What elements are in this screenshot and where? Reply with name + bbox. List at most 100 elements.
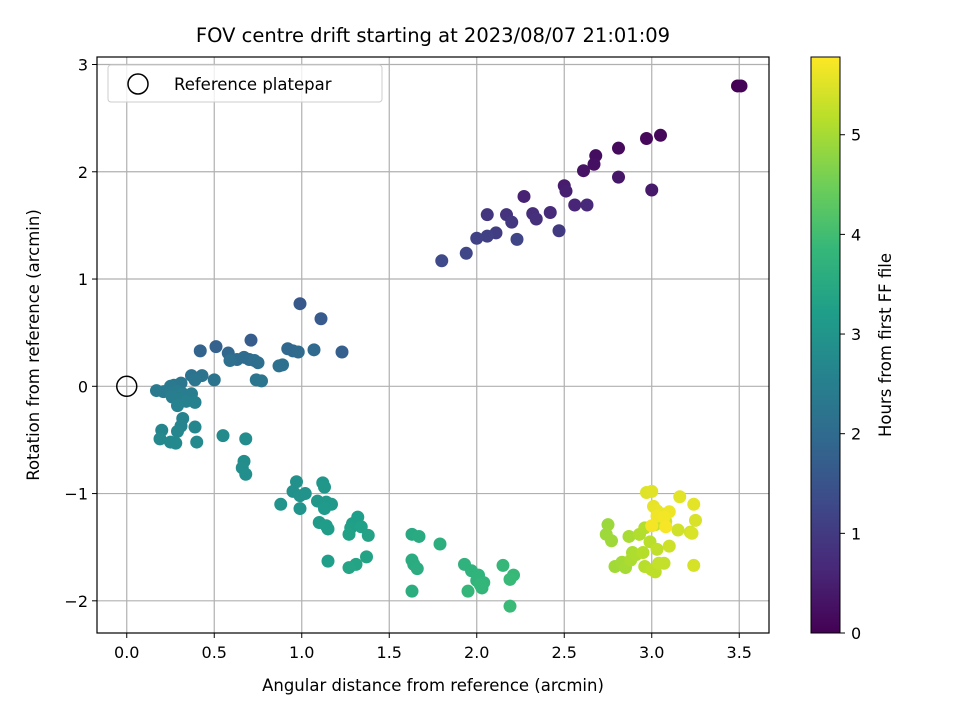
data-point bbox=[636, 546, 650, 560]
data-point bbox=[251, 356, 265, 370]
data-point bbox=[580, 198, 594, 212]
y-tick-label: −1 bbox=[64, 485, 88, 504]
y-tick-label: 1 bbox=[78, 270, 88, 289]
data-point bbox=[360, 550, 373, 564]
data-point bbox=[314, 312, 328, 326]
colorbar-tick-label: 3 bbox=[851, 325, 861, 344]
data-point bbox=[321, 554, 335, 568]
colorbar-tick-label: 1 bbox=[851, 524, 861, 543]
data-point bbox=[687, 497, 701, 511]
x-tick-label: 0.0 bbox=[114, 643, 139, 662]
data-point bbox=[293, 297, 307, 311]
data-point bbox=[293, 502, 307, 516]
data-point bbox=[307, 343, 321, 357]
data-point bbox=[412, 529, 426, 543]
y-tick-label: −2 bbox=[64, 592, 88, 611]
data-point bbox=[734, 79, 748, 93]
data-point bbox=[470, 231, 484, 245]
plot-area bbox=[96, 56, 770, 634]
data-point bbox=[645, 484, 659, 498]
data-point bbox=[645, 183, 659, 197]
legend-label: Reference platepar bbox=[174, 75, 332, 94]
data-point bbox=[171, 424, 184, 438]
data-point bbox=[659, 520, 673, 534]
data-point bbox=[193, 344, 207, 358]
data-point bbox=[298, 487, 312, 501]
data-point bbox=[335, 345, 349, 359]
data-point bbox=[654, 128, 667, 142]
data-point bbox=[657, 510, 671, 524]
colorbar-fill bbox=[811, 57, 840, 633]
colorbar-tick-label: 0 bbox=[851, 624, 861, 643]
data-point bbox=[342, 561, 356, 575]
colorbar-tick-label: 4 bbox=[851, 225, 861, 244]
data-point bbox=[503, 572, 517, 586]
data-point bbox=[318, 502, 331, 516]
data-point bbox=[480, 208, 494, 222]
data-point bbox=[612, 170, 625, 184]
data-point bbox=[552, 224, 566, 238]
legend-marker bbox=[127, 73, 149, 95]
y-tick-label: 0 bbox=[78, 377, 88, 396]
colorbar-tick-label: 5 bbox=[851, 126, 861, 145]
data-point bbox=[503, 599, 517, 613]
data-point bbox=[510, 232, 524, 246]
data-point bbox=[568, 198, 582, 212]
data-point bbox=[689, 513, 702, 527]
x-tick-label: 3.5 bbox=[727, 643, 752, 662]
x-tick-label: 3.0 bbox=[639, 643, 664, 662]
data-point bbox=[171, 399, 184, 413]
data-point bbox=[188, 395, 202, 409]
data-point bbox=[612, 141, 625, 155]
data-point bbox=[223, 354, 237, 368]
data-point bbox=[687, 558, 701, 572]
colorbar-label: Hours from first FF file bbox=[876, 253, 895, 437]
data-point bbox=[207, 373, 221, 387]
data-point bbox=[190, 435, 204, 449]
data-point bbox=[410, 562, 424, 576]
data-point bbox=[559, 184, 573, 198]
data-point bbox=[473, 578, 487, 592]
x-tick-label: 2.0 bbox=[464, 643, 489, 662]
y-axis-label: Rotation from reference (arcmin) bbox=[24, 209, 43, 481]
x-axis-label: Angular distance from reference (arcmin) bbox=[262, 676, 604, 695]
plot-frame bbox=[96, 56, 770, 634]
x-tick-label: 1.5 bbox=[377, 643, 402, 662]
data-point bbox=[587, 157, 601, 171]
data-point bbox=[662, 539, 676, 553]
data-point bbox=[671, 523, 685, 537]
data-point bbox=[342, 527, 356, 541]
x-tick-label: 2.5 bbox=[552, 643, 577, 662]
y-axis: −2 −1 0 1 2 3 bbox=[64, 56, 97, 611]
data-point bbox=[459, 246, 473, 260]
data-point bbox=[480, 229, 494, 243]
data-point bbox=[605, 534, 618, 548]
data-point bbox=[216, 429, 230, 443]
legend-box bbox=[107, 64, 383, 103]
colorbar-frame bbox=[810, 56, 841, 634]
data-point bbox=[645, 519, 659, 533]
data-point bbox=[496, 558, 510, 572]
colorbar-tick-label: 2 bbox=[851, 425, 861, 444]
plot-background bbox=[97, 57, 769, 633]
x-tick-label: 1.0 bbox=[289, 643, 314, 662]
data-point bbox=[188, 373, 202, 387]
y-tick-label: 3 bbox=[78, 56, 88, 75]
data-point bbox=[435, 254, 449, 268]
scatter-series bbox=[150, 79, 748, 613]
data-point bbox=[640, 132, 653, 146]
data-point bbox=[517, 189, 531, 203]
data-point bbox=[354, 520, 368, 534]
data-point bbox=[543, 206, 557, 220]
legend: Reference platepar bbox=[107, 64, 383, 103]
data-point bbox=[461, 584, 475, 598]
data-point bbox=[318, 480, 331, 494]
data-point bbox=[657, 556, 671, 570]
data-point bbox=[601, 518, 615, 532]
data-point bbox=[405, 584, 419, 598]
x-tick-label: 0.5 bbox=[202, 643, 227, 662]
data-point bbox=[153, 432, 167, 446]
x-axis: 0.0 0.5 1.0 1.5 2.0 2.5 3.0 3.5 bbox=[114, 633, 752, 662]
data-point bbox=[361, 528, 375, 542]
data-point bbox=[673, 490, 687, 504]
